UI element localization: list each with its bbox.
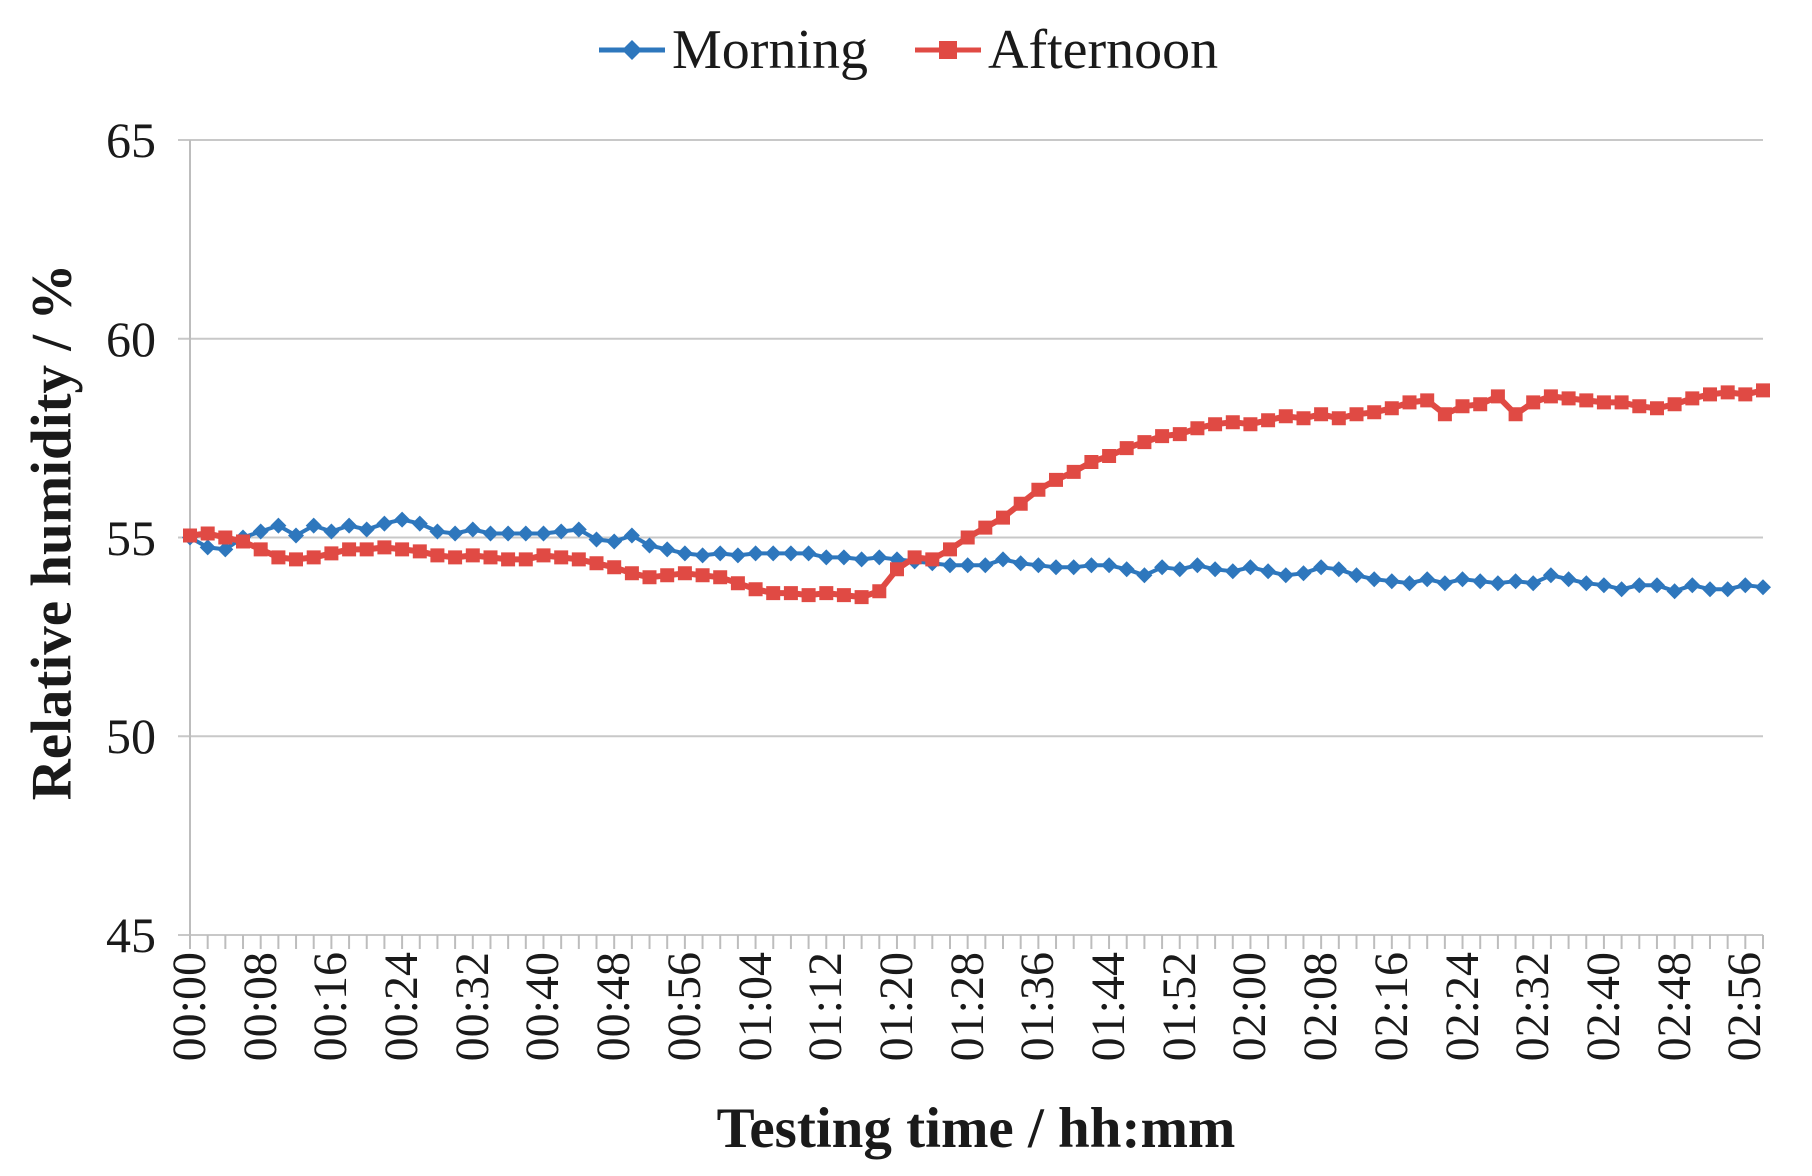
legend-label-afternoon: Afternoon	[988, 19, 1219, 81]
x-axis-title: Testing time / hh:mm	[716, 1097, 1236, 1160]
x-tick-label: 02:48	[1647, 952, 1701, 1062]
x-tick-label: 01:04	[728, 952, 782, 1062]
x-tick-label: 00:24	[375, 952, 429, 1062]
y-tick-label: 50	[106, 708, 156, 765]
y-tick-label: 45	[106, 907, 156, 963]
x-tick-label: 00:48	[587, 952, 641, 1062]
x-tick-label: 01:12	[799, 952, 853, 1062]
x-tick-label: 01:52	[1152, 952, 1206, 1062]
morning-series-markers	[182, 511, 1771, 600]
x-tick-label: 00:40	[516, 952, 570, 1062]
afternoon-series-swatch-icon	[915, 41, 981, 59]
x-tick-label: 02:56	[1718, 952, 1772, 1062]
x-tick-label: 00:08	[233, 952, 287, 1062]
x-tick-label: 00:16	[304, 952, 358, 1062]
x-tick-label: 01:36	[1011, 952, 1065, 1062]
x-tick-label: 00:32	[445, 952, 499, 1062]
y-tick-label: 65	[106, 112, 156, 168]
x-tick-label: 02:24	[1435, 952, 1489, 1062]
legend-item-morning: Morning	[598, 18, 868, 82]
x-tick-label: 02:08	[1294, 952, 1348, 1062]
x-tick-label: 01:44	[1082, 952, 1136, 1062]
x-tick-label: 02:16	[1364, 952, 1418, 1062]
x-tick-label: 02:00	[1223, 952, 1277, 1062]
x-tick-label: 01:20	[869, 952, 923, 1062]
afternoon-series-markers	[183, 383, 1770, 605]
morning-series-swatch-icon	[599, 40, 665, 60]
x-tick-label: 00:00	[163, 952, 216, 1062]
x-tick-label: 00:56	[657, 952, 711, 1062]
y-tick-label: 60	[106, 310, 156, 367]
legend-item-afternoon: Afternoon	[914, 18, 1218, 82]
y-tick-label: 55	[106, 509, 156, 566]
legend-label-morning: Morning	[672, 19, 868, 81]
x-tick-label: 02:32	[1506, 952, 1560, 1062]
x-tick-label: 02:40	[1576, 952, 1630, 1062]
x-tick-label: 01:28	[940, 952, 994, 1062]
chart-legend: Morning Afternoon	[598, 18, 1218, 82]
